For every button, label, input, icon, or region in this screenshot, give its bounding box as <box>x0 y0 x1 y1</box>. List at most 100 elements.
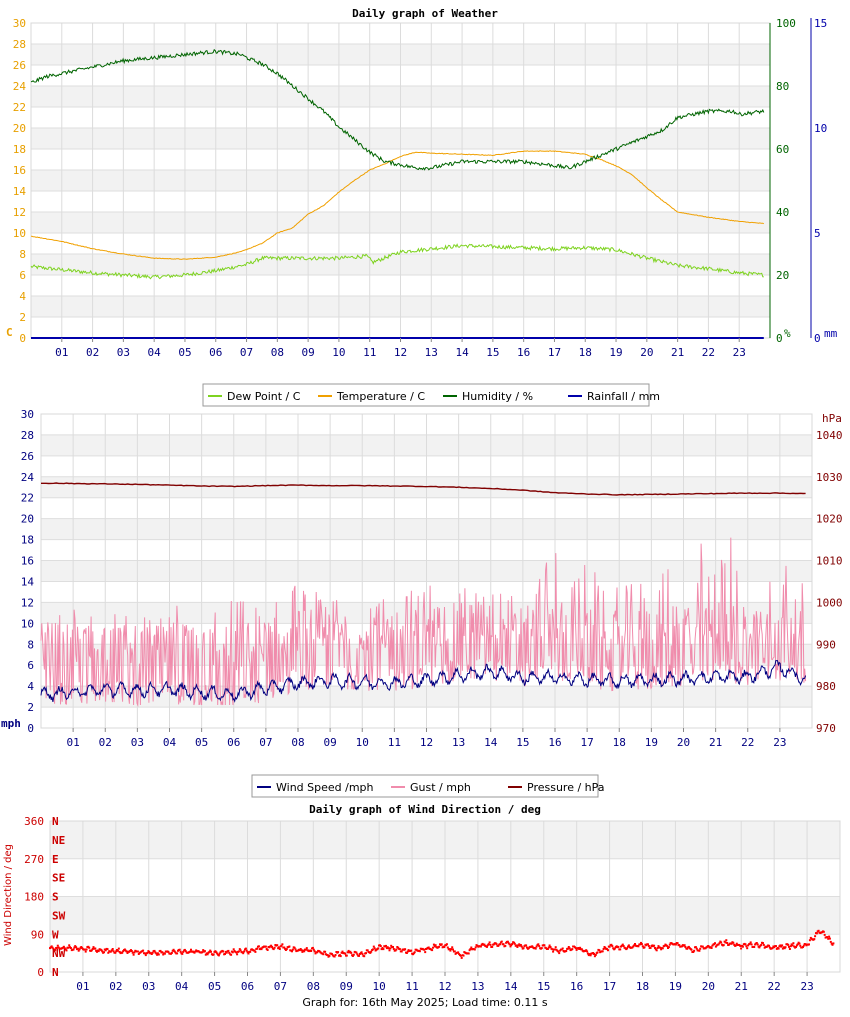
direction-point <box>299 948 302 950</box>
left-tick-label: 18 <box>21 534 34 547</box>
wind-direction-chart: Daily graph of Wind Direction / deg 01 02… <box>3 803 841 993</box>
direction-point <box>107 951 110 954</box>
direction-point <box>832 942 835 945</box>
x-tick-label: 04 <box>163 736 177 749</box>
x-tick-label: 22 <box>702 346 715 359</box>
direction-point <box>144 954 147 957</box>
x-tick-label: 23 <box>800 980 813 993</box>
direction-point <box>405 952 408 954</box>
direction-point <box>84 950 87 953</box>
compass-label: SE <box>52 872 65 885</box>
direction-point <box>176 952 179 955</box>
left-tick-label: 8 <box>19 248 26 261</box>
left-tick-label: 28 <box>13 38 26 51</box>
direction-point <box>215 951 218 954</box>
direction-point <box>182 950 185 953</box>
direction-point <box>506 940 509 943</box>
direction-grid <box>49 820 841 973</box>
x-tick-label: 23 <box>733 346 746 359</box>
x-tick-label: 05 <box>178 346 191 359</box>
direction-point <box>110 949 113 952</box>
x-tick-label: 16 <box>548 736 561 749</box>
direction-point <box>684 946 687 948</box>
x-tick-label: 11 <box>363 346 376 359</box>
x-tick-label: 14 <box>504 980 518 993</box>
direction-point <box>683 944 686 947</box>
wind-right-axis-label: hPa <box>822 412 842 425</box>
direction-point <box>601 950 604 953</box>
direction-point <box>380 948 383 951</box>
direction-point <box>370 950 373 953</box>
direction-point <box>400 950 403 953</box>
direction-point <box>132 953 135 956</box>
direction-point <box>495 943 498 946</box>
direction-point <box>602 948 605 950</box>
direction-point <box>331 953 333 956</box>
direction-point <box>527 947 530 950</box>
direction-point <box>365 952 367 955</box>
direction-point <box>654 947 656 949</box>
x-tick-label: 06 <box>227 736 240 749</box>
direction-point <box>446 946 449 949</box>
direction-point <box>366 949 369 952</box>
x-tick-label: 10 <box>356 736 369 749</box>
direction-point <box>534 947 537 950</box>
direction-point <box>575 948 578 951</box>
direction-point <box>310 950 313 952</box>
direction-point <box>627 945 629 948</box>
direction-point <box>54 948 57 951</box>
direction-point <box>266 949 269 951</box>
direction-point <box>225 951 228 954</box>
direction-point <box>75 946 78 949</box>
direction-point <box>260 948 263 951</box>
x-tick-label: 02 <box>86 346 99 359</box>
left-tick-label: 12 <box>13 206 26 219</box>
direction-point <box>328 954 331 957</box>
direction-point <box>554 946 557 949</box>
x-tick-label: 22 <box>741 736 754 749</box>
direction-point <box>802 944 805 947</box>
right-tick-label: 1040 <box>816 429 843 442</box>
x-tick-label: 04 <box>175 980 189 993</box>
direction-point <box>692 951 695 953</box>
direction-point <box>50 945 53 948</box>
direction-point <box>458 953 461 956</box>
direction-point <box>632 945 635 948</box>
direction-point <box>622 945 625 947</box>
direction-point <box>552 950 555 953</box>
direction-point <box>488 941 491 944</box>
direction-point <box>654 948 657 951</box>
direction-point <box>474 946 477 949</box>
direction-point <box>179 950 182 953</box>
legend-label: Pressure / hPa <box>527 781 605 794</box>
weather-axes: 01 02 03 04 05 06 07 08 09 10 11 12 13 14 15 16 17 18 19 20… <box>13 17 828 359</box>
direction-point <box>777 947 780 950</box>
direction-point <box>826 936 829 939</box>
x-tick-label: 16 <box>570 980 583 993</box>
direction-point <box>492 943 495 946</box>
direction-point <box>796 943 799 946</box>
direction-point <box>468 949 471 952</box>
direction-point <box>51 946 54 949</box>
direction-point <box>827 937 830 940</box>
wind-legend: Wind Speed /mph Gust / mph Pressure / hPa <box>251 774 605 798</box>
direction-point <box>555 948 558 951</box>
direction-point <box>94 947 97 950</box>
direction-point <box>283 946 286 949</box>
direction-point <box>65 949 68 952</box>
direction-point <box>360 951 363 954</box>
direction-point <box>203 950 206 953</box>
direction-point <box>227 949 230 952</box>
direction-point <box>235 951 238 954</box>
direction-point <box>313 950 316 953</box>
direction-point <box>647 943 649 946</box>
direction-point <box>361 953 364 956</box>
direction-point <box>427 946 430 949</box>
direction-point <box>201 951 204 954</box>
direction-point <box>438 945 441 948</box>
left-tick-label: 28 <box>21 429 34 442</box>
direction-point <box>792 942 795 945</box>
direction-point <box>604 946 607 949</box>
legend-label: Rainfall / mm <box>587 390 660 403</box>
direction-point <box>181 952 184 955</box>
